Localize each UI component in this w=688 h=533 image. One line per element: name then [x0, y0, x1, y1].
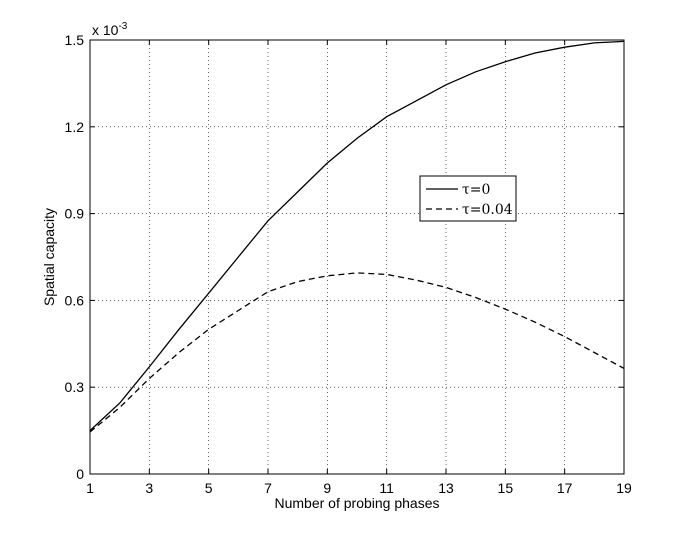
- x-tick-label: 3: [145, 480, 153, 496]
- x-tick-label: 7: [264, 480, 272, 496]
- series-line-2: [89, 272, 625, 433]
- y-tick-label: 1.5: [65, 32, 85, 48]
- y-tick-label: 0.9: [65, 206, 85, 222]
- x-tick-label: 5: [205, 480, 213, 496]
- grid-lines: [90, 40, 624, 474]
- y-axis-label: Spatial capacity: [41, 208, 57, 306]
- series-lines: [89, 40, 625, 433]
- y-tick-label: 0.6: [65, 292, 85, 308]
- x-tick-label: 13: [438, 480, 454, 496]
- x-axis-label: Number of probing phases: [275, 495, 440, 511]
- x-tick-label: 9: [323, 480, 331, 496]
- series-line-1: [89, 40, 625, 432]
- y-axis-multiplier: x 10-3: [92, 21, 128, 38]
- x-tick-label: 11: [379, 480, 394, 496]
- plot-frame: [89, 39, 625, 475]
- y-tick-label: 0.3: [65, 379, 85, 395]
- legend-label-2: τ=0.04: [462, 202, 513, 218]
- legend-label-1: τ=0: [462, 182, 490, 198]
- legend: τ=0 τ=0.04: [419, 175, 517, 222]
- x-tick-label: 19: [616, 480, 632, 496]
- x-tick-label: 1: [86, 480, 94, 496]
- x-tick-label: 15: [498, 480, 514, 496]
- y-tick-label: 0: [76, 466, 84, 482]
- x-tick-label: 17: [557, 480, 573, 496]
- legend-box: [419, 175, 517, 222]
- y-tick-label: 1.2: [65, 119, 85, 135]
